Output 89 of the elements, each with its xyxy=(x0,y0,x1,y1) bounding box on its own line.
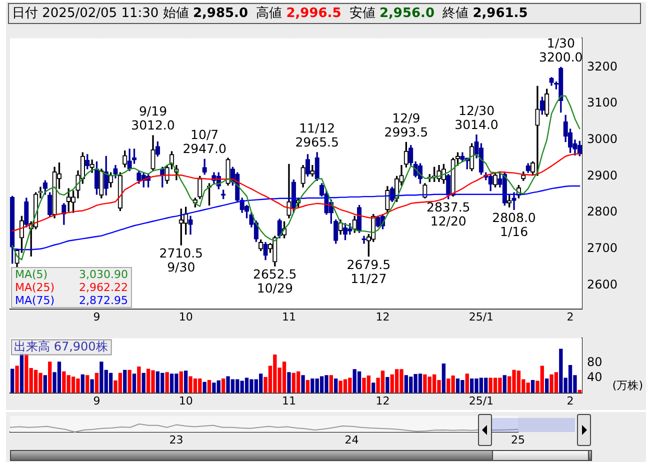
y-tick-label: 3000 xyxy=(587,132,618,146)
text: 2,996.5 xyxy=(286,6,342,21)
bar xyxy=(108,372,113,393)
bar xyxy=(15,366,19,393)
annotation: 10/7 2947.0 xyxy=(182,127,226,156)
annotation: 2808.0 1/16 xyxy=(492,210,536,240)
annotation: 12/9 2993.5 xyxy=(384,110,428,140)
x-tick-label: 10 xyxy=(178,310,193,324)
annotation: 9/19 3012.0 xyxy=(131,104,175,133)
bar xyxy=(165,372,169,393)
bar xyxy=(94,372,99,393)
bar xyxy=(10,368,14,393)
bar xyxy=(404,375,408,393)
x-tick-label: 9 xyxy=(93,394,100,408)
x-tick-label: 25/1 xyxy=(468,310,494,324)
bar xyxy=(334,378,338,393)
bar xyxy=(90,379,94,393)
y-tick-label: 80 xyxy=(587,354,602,369)
x-tick-label: 9 xyxy=(93,310,100,324)
bar xyxy=(465,374,469,393)
bar xyxy=(128,370,132,393)
annotation: 2710.5 9/30 xyxy=(159,246,204,275)
y-axis-title: (万株) xyxy=(612,379,643,392)
y-tick-label: 3200 xyxy=(587,59,618,74)
annotation: 2652.5 10/29 xyxy=(253,266,297,296)
y-tick-label: 40 xyxy=(587,370,602,384)
bar xyxy=(43,375,47,393)
y-tick-label: 2600 xyxy=(587,277,618,292)
bar xyxy=(222,378,226,393)
bar xyxy=(306,380,310,393)
y-tick-label: 3100 xyxy=(587,96,618,110)
bar xyxy=(287,372,291,393)
bar xyxy=(530,380,535,393)
x-tick-label: 23 xyxy=(169,433,184,446)
x-tick-label: 25 xyxy=(511,433,525,446)
series-label: MA(5) xyxy=(15,268,49,281)
bar xyxy=(179,371,183,393)
bar xyxy=(86,375,90,393)
x-tick-label: 24 xyxy=(344,433,359,446)
text: MA(75) xyxy=(15,294,56,307)
x-tick-label: 12 xyxy=(376,394,390,408)
bar xyxy=(357,371,362,393)
chart-title: 日付 2025/02/05 11:30 xyxy=(12,6,160,21)
candlestick xyxy=(512,192,516,210)
text: 2,956.0 xyxy=(379,6,435,21)
bar xyxy=(301,375,305,393)
bar xyxy=(123,370,127,393)
y-tick-label: 2700 xyxy=(587,240,618,255)
x-tick-label: 2 xyxy=(566,310,574,324)
annotation: 2,962.22 xyxy=(79,280,128,294)
text: 始値 xyxy=(162,6,190,21)
bar xyxy=(282,362,286,393)
bar xyxy=(372,382,376,393)
x-tick-label: 2 xyxy=(566,394,574,408)
bar xyxy=(442,363,446,393)
bar xyxy=(137,366,141,393)
bar xyxy=(202,382,206,393)
bar xyxy=(184,370,188,393)
x-tick-label: 11 xyxy=(282,310,296,324)
annotation: 11/12 2965.5 xyxy=(295,120,339,150)
annotation: 2837.5 12/20 xyxy=(426,199,470,228)
x-tick-label: 25/1 xyxy=(468,394,494,408)
bar xyxy=(545,378,549,393)
x-tick-label: 11 xyxy=(282,394,296,408)
bar xyxy=(80,374,84,393)
bar xyxy=(132,374,136,393)
x-tick-label: 10 xyxy=(178,394,193,408)
bar xyxy=(502,375,506,393)
y-tick-label: 2900 xyxy=(587,168,618,182)
text: 安値 xyxy=(349,6,376,21)
chart-title: 出来高 67,900株 xyxy=(14,339,108,354)
text: 2,985.0 xyxy=(192,6,248,21)
bar xyxy=(156,371,160,393)
bar xyxy=(329,375,333,393)
annotation: 3,030.90 xyxy=(79,268,128,281)
annotation: 1/30 3200.0 xyxy=(539,35,583,64)
annotation: 2,872.95 xyxy=(79,294,128,307)
annotation: 12/30 3014.0 xyxy=(454,102,498,132)
bar xyxy=(386,377,390,393)
annotation: 2679.5 11/27 xyxy=(346,256,391,286)
bar xyxy=(142,372,146,393)
text: MA(25) xyxy=(15,280,56,294)
text: 終値 xyxy=(442,6,470,21)
y-tick-label: 2800 xyxy=(587,204,618,219)
bar xyxy=(207,380,212,393)
text: 2,961.5 xyxy=(472,6,528,21)
text: 高値 xyxy=(256,6,284,21)
bar xyxy=(48,362,52,393)
x-tick-label: 12 xyxy=(376,310,390,324)
